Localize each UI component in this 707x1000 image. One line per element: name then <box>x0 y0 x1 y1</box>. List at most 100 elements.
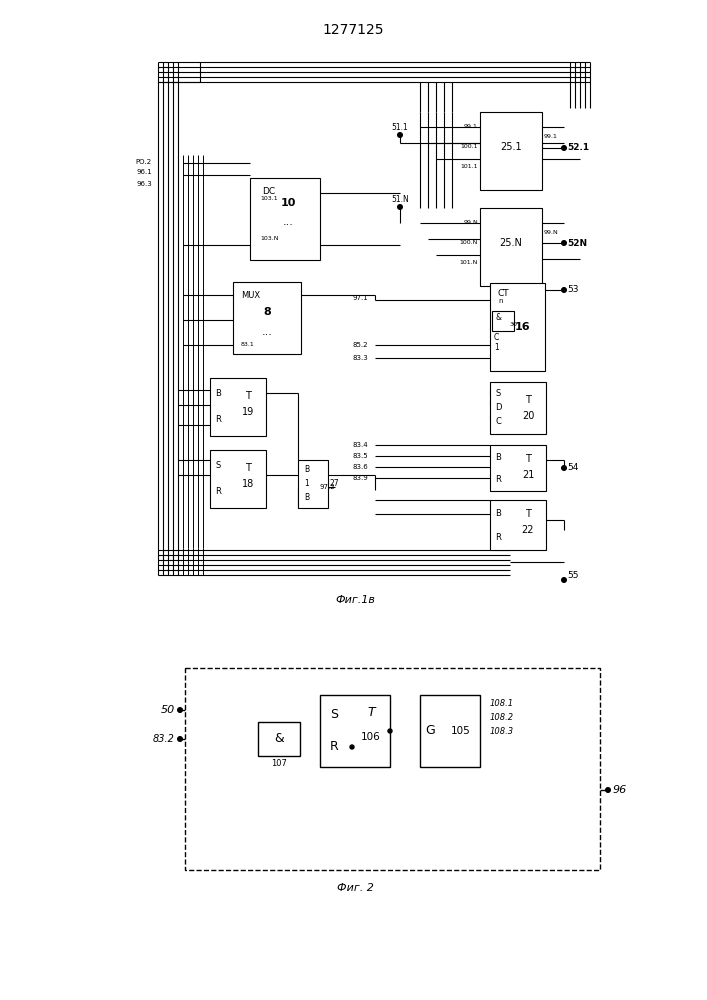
Text: D: D <box>495 403 501 412</box>
Text: 25.N: 25.N <box>500 238 522 248</box>
Text: 18: 18 <box>242 479 254 489</box>
Text: 99.1: 99.1 <box>464 124 478 129</box>
Circle shape <box>561 241 566 245</box>
Bar <box>490 445 546 491</box>
Text: 96.3: 96.3 <box>136 181 152 187</box>
Text: Фиг.1в: Фиг.1в <box>335 595 375 605</box>
Text: n: n <box>498 298 503 304</box>
Text: 1277125: 1277125 <box>322 23 384 37</box>
Text: РО.2: РО.2 <box>136 159 152 165</box>
Bar <box>320 695 390 767</box>
Text: МUX: МUX <box>241 290 260 300</box>
Text: 55: 55 <box>567 570 578 580</box>
Bar <box>185 668 600 870</box>
Text: 83.6: 83.6 <box>352 464 368 470</box>
Bar <box>490 500 546 550</box>
Text: 83.5: 83.5 <box>352 453 368 459</box>
Circle shape <box>350 745 354 749</box>
Bar <box>492 311 514 331</box>
Text: 99.1: 99.1 <box>544 134 558 139</box>
Text: T: T <box>245 463 251 473</box>
Text: 108.3: 108.3 <box>490 728 514 736</box>
Circle shape <box>398 205 402 209</box>
Bar <box>210 378 266 436</box>
Text: CT: CT <box>498 288 510 298</box>
Text: 108.2: 108.2 <box>490 714 514 722</box>
Circle shape <box>606 788 610 792</box>
Text: 19: 19 <box>242 407 254 417</box>
Text: 97.2: 97.2 <box>320 484 335 490</box>
Text: 20: 20 <box>522 411 534 421</box>
Text: 52N: 52N <box>567 238 587 247</box>
Text: C: C <box>494 334 499 342</box>
Text: S: S <box>216 460 221 470</box>
Text: R: R <box>215 416 221 424</box>
Circle shape <box>388 729 392 733</box>
Bar <box>490 283 545 371</box>
Text: Фиг. 2: Фиг. 2 <box>337 883 373 893</box>
Text: 8: 8 <box>263 307 271 317</box>
Text: 108.1: 108.1 <box>490 700 514 708</box>
Text: 52.1: 52.1 <box>567 143 589 152</box>
Text: 83.1: 83.1 <box>241 342 255 347</box>
Text: 99.N: 99.N <box>544 231 559 235</box>
Text: 103.1: 103.1 <box>260 196 278 200</box>
Text: &: & <box>496 312 502 322</box>
Circle shape <box>177 708 182 712</box>
Text: B: B <box>215 388 221 397</box>
Bar <box>420 695 480 767</box>
Text: 50: 50 <box>160 705 175 715</box>
Text: T: T <box>525 509 531 519</box>
Text: 105: 105 <box>451 726 471 736</box>
Text: 106: 106 <box>361 732 381 742</box>
Circle shape <box>398 133 402 137</box>
Text: G: G <box>425 724 435 738</box>
Text: 25.1: 25.1 <box>500 142 522 152</box>
Text: &: & <box>274 732 284 746</box>
Circle shape <box>561 146 566 150</box>
Text: 96: 96 <box>613 785 627 795</box>
Text: DC: DC <box>262 188 275 196</box>
Bar <box>233 282 301 354</box>
Bar <box>298 460 328 508</box>
Text: 101.1: 101.1 <box>460 164 478 169</box>
Text: T: T <box>245 391 251 401</box>
Text: 83.2: 83.2 <box>153 734 175 744</box>
Text: 83.9: 83.9 <box>352 475 368 481</box>
Text: 100.1: 100.1 <box>460 144 478 149</box>
Text: 27: 27 <box>330 480 339 488</box>
Text: ...: ... <box>262 327 272 337</box>
Text: R: R <box>495 534 501 542</box>
Text: 100.N: 100.N <box>460 240 478 245</box>
Text: 101.N: 101.N <box>460 260 478 265</box>
Text: B: B <box>304 466 309 475</box>
Text: 21: 21 <box>522 470 534 480</box>
Text: 30: 30 <box>510 322 518 326</box>
Bar <box>210 450 266 508</box>
Text: T: T <box>525 395 531 405</box>
Bar <box>258 722 300 756</box>
Text: C: C <box>495 418 501 426</box>
Text: S: S <box>330 708 338 722</box>
Bar <box>250 178 320 260</box>
Text: 51.N: 51.N <box>391 196 409 205</box>
Text: B: B <box>495 510 501 518</box>
Text: 22: 22 <box>522 525 534 535</box>
Circle shape <box>561 288 566 292</box>
Text: 103.N: 103.N <box>260 235 279 240</box>
Bar <box>480 208 542 286</box>
Bar <box>480 112 542 190</box>
Circle shape <box>561 466 566 470</box>
Text: 96.1: 96.1 <box>136 169 152 175</box>
Text: T: T <box>525 454 531 464</box>
Text: R: R <box>215 488 221 496</box>
Text: 83.3: 83.3 <box>352 355 368 361</box>
Text: 99.N: 99.N <box>463 221 478 226</box>
Text: 10: 10 <box>280 198 296 208</box>
Text: 1: 1 <box>304 480 309 488</box>
Text: ...: ... <box>283 217 293 227</box>
Text: 85.2: 85.2 <box>353 342 368 348</box>
Text: R: R <box>495 475 501 484</box>
Text: 51.1: 51.1 <box>392 123 409 132</box>
Circle shape <box>561 578 566 582</box>
